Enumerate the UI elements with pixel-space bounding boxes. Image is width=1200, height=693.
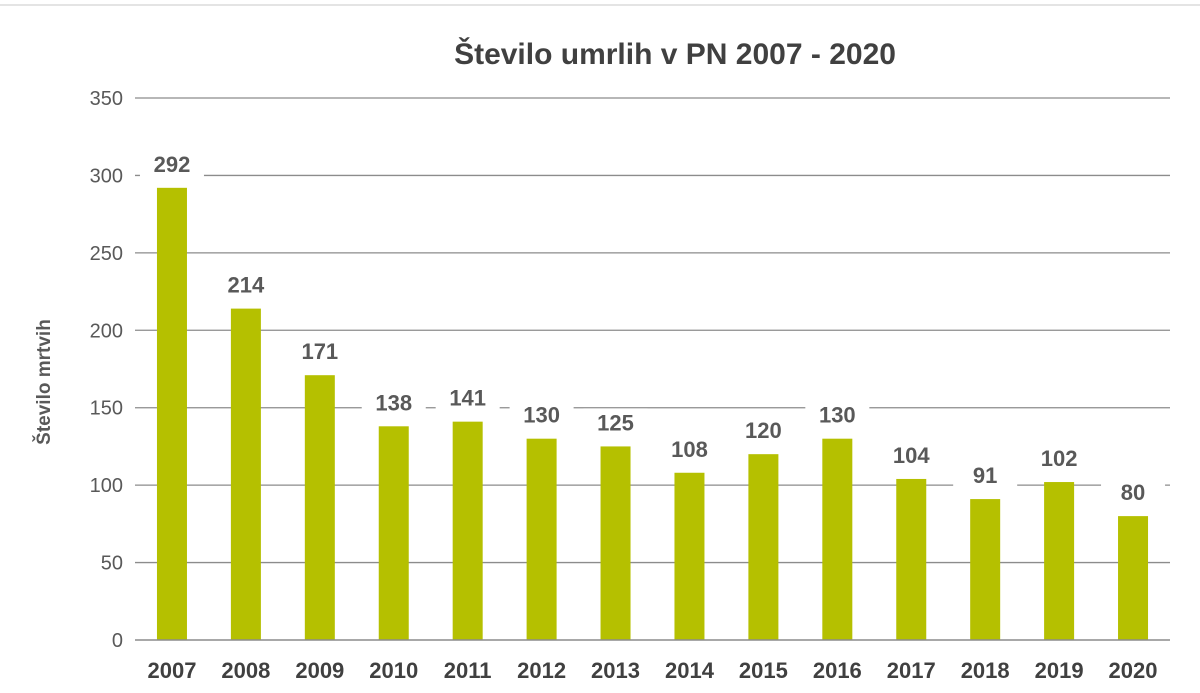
bar bbox=[230, 308, 261, 640]
x-tick-label: 2016 bbox=[813, 658, 862, 683]
y-axis-label: Število mrtvih bbox=[33, 319, 55, 445]
data-label: 141 bbox=[449, 386, 486, 411]
bars bbox=[156, 187, 1149, 640]
y-tick-label: 100 bbox=[90, 475, 123, 497]
data-label: 138 bbox=[375, 390, 412, 415]
bar bbox=[896, 478, 927, 640]
data-label: 130 bbox=[523, 403, 560, 428]
bar bbox=[674, 472, 705, 640]
data-label-bg bbox=[361, 388, 426, 419]
x-tick-label: 2012 bbox=[517, 658, 566, 683]
x-tick-label: 2009 bbox=[295, 658, 344, 683]
chart-title: Število umrlih v PN 2007 - 2020 bbox=[454, 37, 896, 71]
y-tick-label: 200 bbox=[90, 320, 123, 342]
data-label-bg bbox=[139, 149, 204, 180]
x-tick-label: 2018 bbox=[961, 658, 1010, 683]
x-tick-label: 2008 bbox=[221, 658, 270, 683]
x-tick-label: 2013 bbox=[591, 658, 640, 683]
data-label-bg bbox=[805, 400, 870, 431]
y-tick-label: 350 bbox=[90, 88, 123, 110]
bar bbox=[748, 454, 779, 640]
data-label-bg bbox=[213, 270, 278, 301]
bar bbox=[970, 499, 1001, 640]
bar bbox=[156, 187, 187, 640]
x-tick-label: 2015 bbox=[739, 658, 788, 683]
data-label-bg bbox=[583, 408, 648, 439]
data-labels: 292 214 171 138 141 130 125 108 120 130 104 91 102 80 bbox=[139, 149, 1166, 509]
data-label-bg bbox=[657, 434, 722, 465]
y-axis-ticks: 0 50 100 150 200 250 300 350 bbox=[90, 88, 123, 652]
bar bbox=[304, 375, 335, 640]
data-label-bg bbox=[1101, 478, 1166, 509]
bar bbox=[1044, 482, 1075, 640]
data-label: 292 bbox=[154, 152, 191, 177]
x-tick-label: 2011 bbox=[444, 658, 492, 683]
data-label-bg bbox=[509, 400, 574, 431]
data-label-bg bbox=[731, 416, 796, 447]
x-tick-label: 2019 bbox=[1035, 658, 1084, 683]
bar bbox=[1118, 516, 1149, 640]
data-label-bg bbox=[287, 337, 352, 368]
bar bbox=[378, 426, 409, 640]
x-tick-label: 2017 bbox=[887, 658, 936, 683]
bar bbox=[600, 446, 631, 640]
data-label-bg bbox=[435, 383, 500, 414]
x-tick-label: 2010 bbox=[369, 658, 418, 683]
data-label: 214 bbox=[228, 273, 265, 298]
data-label: 125 bbox=[597, 410, 634, 435]
data-label-bg bbox=[879, 440, 944, 471]
y-tick-label: 50 bbox=[101, 553, 123, 575]
data-label-bg bbox=[953, 461, 1018, 492]
bar bbox=[822, 438, 853, 640]
data-label: 120 bbox=[745, 418, 782, 443]
data-label: 80 bbox=[1121, 480, 1145, 505]
gridlines bbox=[135, 97, 1170, 564]
y-tick-label: 0 bbox=[112, 630, 123, 652]
data-label: 108 bbox=[671, 437, 708, 462]
bar bbox=[452, 421, 483, 640]
data-label: 171 bbox=[301, 339, 338, 364]
data-label-bg bbox=[1027, 444, 1092, 475]
x-tick-label: 2007 bbox=[147, 658, 196, 683]
data-label: 91 bbox=[973, 463, 997, 488]
data-label: 104 bbox=[893, 443, 930, 468]
y-tick-label: 250 bbox=[90, 243, 123, 265]
x-tick-label: 2020 bbox=[1109, 658, 1158, 683]
bar bbox=[526, 438, 557, 640]
data-label: 102 bbox=[1041, 446, 1078, 471]
data-label: 130 bbox=[819, 403, 856, 428]
y-tick-label: 150 bbox=[90, 398, 123, 420]
y-tick-label: 300 bbox=[90, 165, 123, 187]
x-tick-label: 2014 bbox=[665, 658, 715, 683]
x-axis-ticks: 2007 2008 2009 2010 2011 2012 2013 2014 2015 2016… bbox=[147, 658, 1157, 683]
